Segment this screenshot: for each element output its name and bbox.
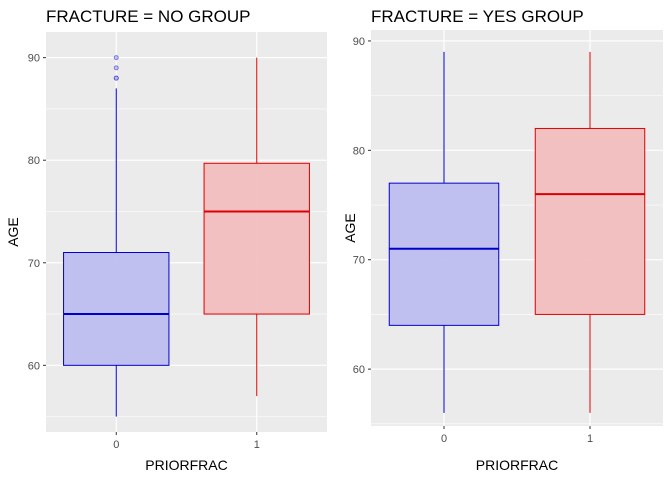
y-tick-label: 90 <box>353 36 365 48</box>
x-axis-title: PRIORFRAC <box>145 457 227 473</box>
box-1 <box>203 57 310 397</box>
iqr-box <box>388 182 500 326</box>
y-tick-label: 70 <box>28 258 40 270</box>
y-axis-title: AGE <box>342 213 358 243</box>
box-1 <box>534 51 646 413</box>
iqr-box <box>203 162 310 315</box>
panel-2: 60 70 80 90 0 1 FRACTURE = YES GROUP PRIORFRAC A… <box>342 7 663 473</box>
y-tick-label: 80 <box>353 145 365 157</box>
y-axis-title: AGE <box>5 217 21 247</box>
box-0 <box>388 51 500 413</box>
x-tick-label: 1 <box>254 439 260 451</box>
chart-title: FRACTURE = YES GROUP <box>371 7 584 26</box>
chart-title: FRACTURE = NO GROUP <box>46 7 251 26</box>
x-tick-label: 1 <box>587 433 593 445</box>
outlier-point <box>113 65 119 71</box>
iqr-box <box>63 252 170 366</box>
outlier-point <box>113 55 119 61</box>
y-tick-label: 80 <box>28 155 40 167</box>
x-tick-label: 0 <box>113 439 119 451</box>
y-tick-label: 60 <box>353 364 365 376</box>
y-tick-label: 60 <box>28 360 40 372</box>
x-tick-label: 0 <box>441 433 447 445</box>
y-tick-label: 70 <box>353 255 365 267</box>
outlier-point <box>113 75 119 81</box>
x-axis-title: PRIORFRAC <box>476 457 558 473</box>
panel-1: 60 70 80 90 0 1 FRACTURE = NO GROUP PRIORFRAC AG… <box>5 7 327 473</box>
y-tick-label: 90 <box>28 53 40 65</box>
box-0 <box>63 55 170 417</box>
iqr-box <box>534 127 646 315</box>
